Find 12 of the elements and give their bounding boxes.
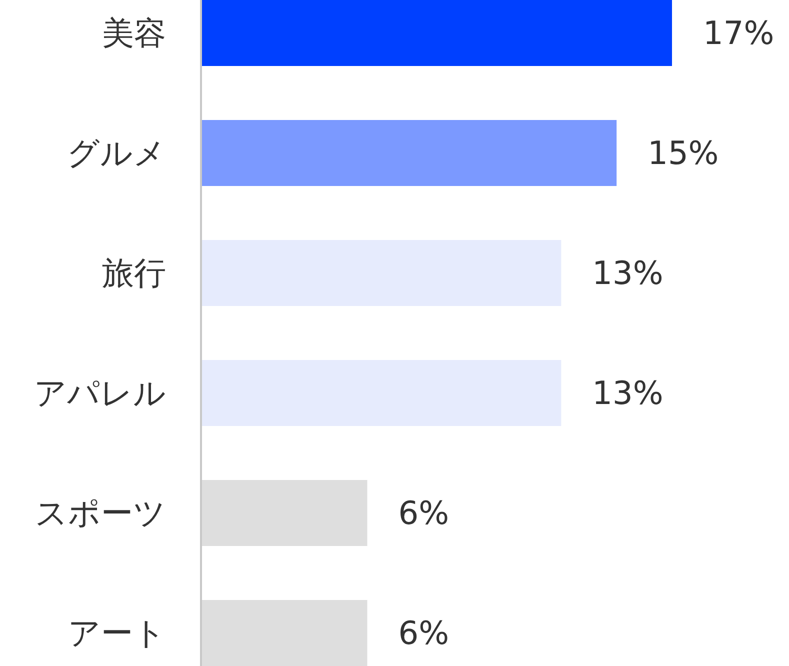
data-label: 13% bbox=[592, 374, 664, 412]
y-tick-label: グルメ bbox=[67, 134, 166, 172]
data-label: 15% bbox=[648, 134, 719, 172]
y-tick-label: スポーツ bbox=[35, 494, 166, 532]
y-tick-label: アート bbox=[68, 614, 166, 652]
y-tick-label: アパレル bbox=[34, 374, 166, 412]
y-tick-label: 美容 bbox=[102, 14, 166, 52]
data-label: 17% bbox=[703, 14, 774, 52]
data-label: 13% bbox=[592, 254, 664, 292]
y-tick-label: 旅行 bbox=[102, 254, 166, 292]
data-label: 6% bbox=[398, 494, 449, 532]
data-label: 6% bbox=[398, 614, 449, 652]
